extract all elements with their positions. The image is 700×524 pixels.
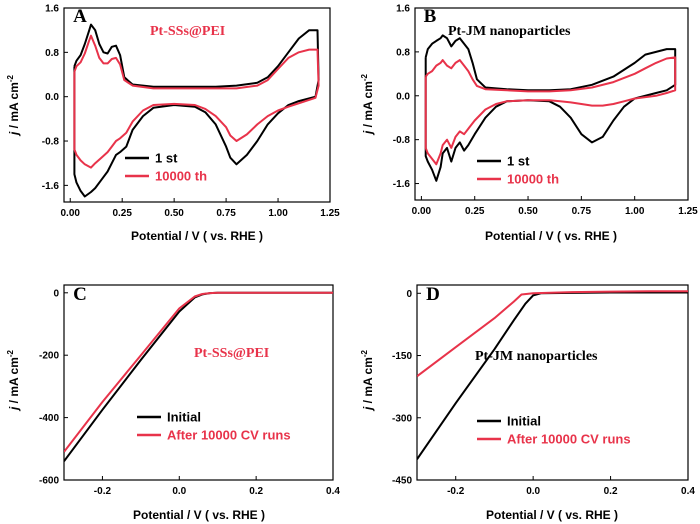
x-tick-label: 0.0 bbox=[526, 486, 540, 497]
plot-frame bbox=[63, 7, 331, 203]
plot-frame bbox=[416, 284, 689, 481]
panel-d: -0.2 0.0 0.2 0.4 0 -150 -300 -450 D Pt-JM nanopar… bbox=[360, 284, 695, 522]
x-tick-label: 0.4 bbox=[681, 486, 695, 497]
y-tick-label: 0.8 bbox=[396, 47, 410, 58]
y-axis-label-unit: / mA cm bbox=[361, 81, 375, 131]
series-line-black bbox=[424, 34, 677, 182]
y-axis-label-unit: / mA cm bbox=[7, 357, 21, 407]
x-tick-label: 0.50 bbox=[518, 206, 538, 217]
y-axis-label-exponent: -2 bbox=[6, 349, 15, 357]
series-line-red bbox=[73, 34, 320, 169]
x-tick-label: -0.2 bbox=[447, 486, 465, 497]
y-tick-label: -150 bbox=[392, 351, 412, 362]
y-axis-label-symbol: j bbox=[7, 406, 21, 412]
sample-annotation: Pt-JM nanoparticles bbox=[448, 24, 571, 39]
legend-label: 1 st bbox=[155, 151, 178, 166]
legend-label: 10000 th bbox=[507, 172, 559, 187]
legend-label: 1 st bbox=[507, 154, 530, 169]
x-tick-label: 0.0 bbox=[172, 486, 186, 497]
x-tick-label: 0.75 bbox=[216, 208, 236, 219]
x-axis-label: Potential / V ( vs. RHE ) bbox=[133, 508, 265, 522]
y-tick-label: -0.8 bbox=[42, 137, 60, 148]
y-tick-label: -400 bbox=[39, 413, 59, 424]
legend-label: 10000 th bbox=[155, 169, 207, 184]
x-tick-label: 1.25 bbox=[678, 206, 698, 217]
x-tick-label: 0.00 bbox=[412, 206, 432, 217]
series-line-red bbox=[64, 291, 333, 453]
y-tick-label: 0 bbox=[406, 289, 412, 300]
y-axis-label-unit: / mA cm bbox=[361, 357, 375, 407]
y-axis-label: j / mA cm-2 bbox=[6, 349, 21, 412]
y-axis-label: j / mA cm-2 bbox=[360, 73, 375, 136]
y-tick-label: 0.8 bbox=[45, 48, 59, 59]
y-axis-label-exponent: -2 bbox=[360, 349, 369, 357]
series-line-red bbox=[424, 56, 677, 166]
plot-frame bbox=[414, 7, 689, 201]
plot-frame bbox=[63, 284, 334, 481]
y-axis-label-unit: / mA cm bbox=[7, 82, 21, 132]
x-tick-label: 0.00 bbox=[61, 208, 81, 219]
y-tick-label: 0.0 bbox=[45, 92, 59, 103]
y-tick-label: 0 bbox=[53, 288, 59, 299]
y-tick-label: -0.8 bbox=[393, 135, 411, 146]
x-tick-label: 0.50 bbox=[164, 208, 184, 219]
x-axis-label: Potential / V ( vs. RHE ) bbox=[485, 229, 617, 243]
panel-label: D bbox=[426, 284, 440, 305]
x-tick-label: 1.25 bbox=[320, 208, 340, 219]
y-tick-label: -450 bbox=[392, 476, 412, 487]
y-axis-label-exponent: -2 bbox=[6, 74, 15, 82]
series-line-black bbox=[73, 23, 320, 198]
sample-annotation: Pt-JM nanoparticles bbox=[475, 349, 598, 364]
x-axis-label: Potential / V ( vs. RHE ) bbox=[486, 508, 618, 522]
legend-label: Initial bbox=[167, 410, 201, 425]
y-axis-label: j / mA cm-2 bbox=[6, 74, 21, 137]
x-axis-label: Potential / V ( vs. RHE ) bbox=[131, 229, 263, 243]
sample-annotation: Pt-SSs@PEI bbox=[150, 24, 225, 39]
x-tick-label: 1.00 bbox=[268, 208, 288, 219]
sample-annotation: Pt-SSs@PEI bbox=[194, 346, 269, 361]
x-tick-label: 0.2 bbox=[604, 486, 618, 497]
panel-label: A bbox=[73, 6, 87, 27]
y-axis-label-exponent: -2 bbox=[360, 73, 369, 81]
legend-label: After 10000 CV runs bbox=[167, 428, 291, 443]
y-tick-label: 1.6 bbox=[45, 4, 59, 15]
y-tick-label: -200 bbox=[39, 351, 59, 362]
y-axis-label: j / mA cm-2 bbox=[360, 349, 375, 412]
x-tick-label: -0.2 bbox=[94, 486, 112, 497]
x-tick-label: 0.75 bbox=[572, 206, 592, 217]
y-tick-label: -1.6 bbox=[42, 181, 60, 192]
x-tick-label: 0.2 bbox=[249, 486, 263, 497]
y-axis-label-symbol: j bbox=[7, 131, 21, 137]
y-tick-label: 0.0 bbox=[396, 91, 410, 102]
panel-label: B bbox=[424, 6, 437, 27]
series-line-red bbox=[417, 290, 688, 378]
y-tick-label: -600 bbox=[39, 476, 59, 487]
panel-label: C bbox=[73, 284, 87, 305]
legend-label: Initial bbox=[507, 414, 541, 429]
legend-label: After 10000 CV runs bbox=[507, 432, 631, 447]
y-axis-label-symbol: j bbox=[361, 130, 375, 136]
panel-a: 0.00 0.25 0.50 0.75 1.00 1.25 -1.6 -0.8 0.0 0.8 1.… bbox=[6, 4, 340, 244]
panel-c: -0.2 0.0 0.2 0.4 0 -200 -400 -600 C Pt-SSs@PEI Ini… bbox=[6, 284, 340, 522]
x-tick-label: 1.00 bbox=[625, 206, 645, 217]
series-line-black bbox=[417, 291, 688, 460]
y-axis-label-symbol: j bbox=[361, 406, 375, 412]
x-tick-label: 0.4 bbox=[326, 486, 340, 497]
y-tick-label: -300 bbox=[392, 413, 412, 424]
x-tick-label: 0.25 bbox=[465, 206, 485, 217]
panel-b: 0.00 0.25 0.50 0.75 1.00 1.25 -1.6 -0.8 0.0 0.8 1.… bbox=[360, 4, 698, 244]
y-tick-label: 1.6 bbox=[396, 4, 410, 15]
x-tick-label: 0.25 bbox=[112, 208, 132, 219]
y-tick-label: -1.6 bbox=[393, 179, 411, 190]
